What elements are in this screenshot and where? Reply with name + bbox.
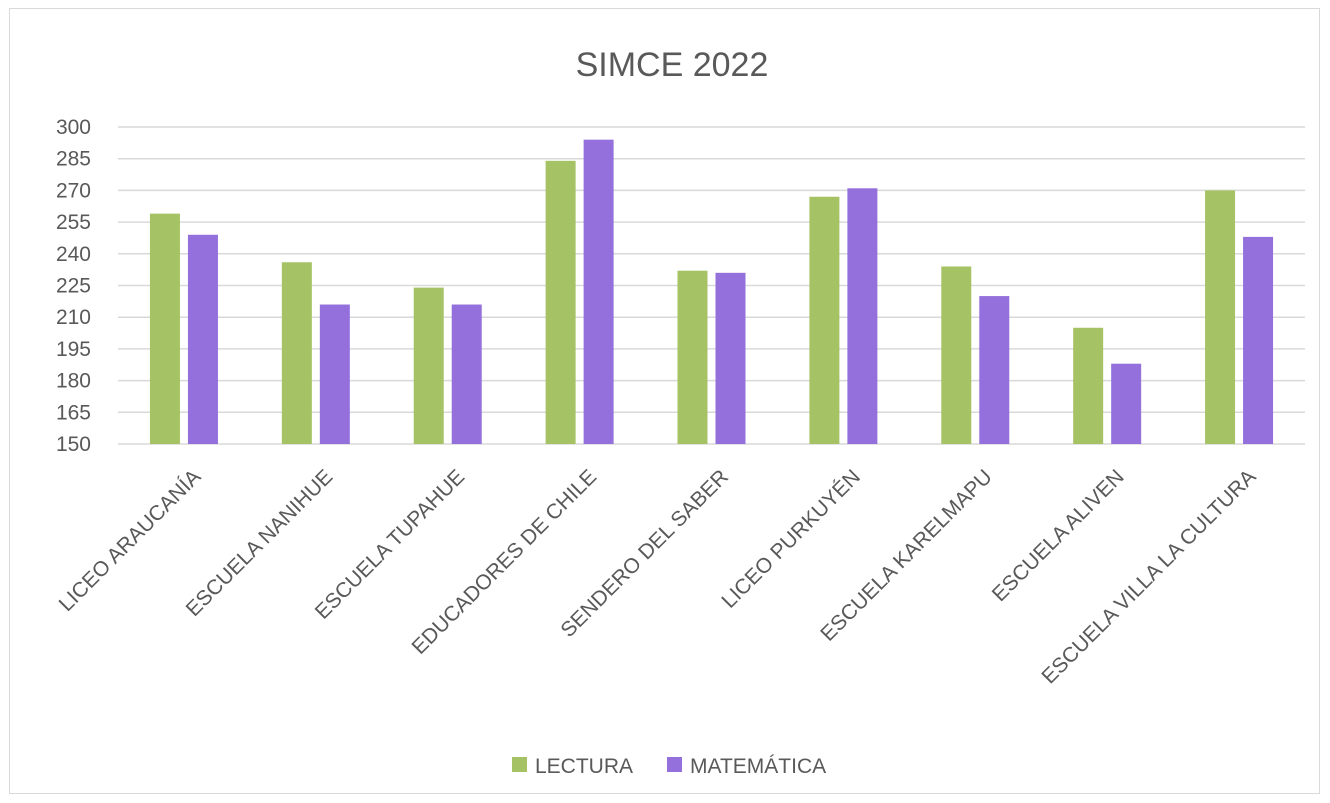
legend-swatch-1: [667, 757, 682, 772]
bar-matemtica-8: [1243, 236, 1274, 444]
x-category-label: ESCUELA TUPAHUE: [311, 465, 469, 623]
y-tick-label: 195: [56, 338, 91, 361]
y-tick-label: 165: [56, 401, 91, 424]
bar-lectura-1: [281, 262, 312, 444]
bar-matemtica-4: [715, 272, 746, 444]
bar-lectura-6: [941, 266, 972, 444]
bar-lectura-8: [1205, 190, 1236, 444]
gridlines: [118, 126, 1305, 445]
y-tick-label: 150: [56, 433, 91, 456]
legend: LECTURA MATEMÁTICA: [512, 755, 826, 778]
y-tick-label: 180: [56, 370, 91, 393]
y-axis-tick-labels: 150 165 180 195 210 225 240 255 270 285 300: [56, 116, 91, 456]
y-tick-label: 255: [56, 211, 91, 234]
legend-label-1: MATEMÁTICA: [690, 755, 826, 778]
bar-matemtica-1: [319, 304, 350, 444]
x-category-label: ESCUELA NANIHUE: [182, 465, 338, 621]
bar-matemtica-3: [583, 139, 614, 444]
y-tick-label: 225: [56, 275, 91, 298]
y-tick-label: 240: [56, 243, 91, 266]
bar-lectura-5: [809, 196, 840, 444]
bar-matemtica-0: [187, 234, 218, 444]
bar-lectura-2: [413, 287, 444, 444]
legend-swatch-0: [512, 757, 527, 772]
x-category-label: LICEO PURKUYÉN: [717, 465, 864, 612]
bar-matemtica-6: [979, 296, 1010, 444]
legend-label-0: LECTURA: [535, 755, 633, 778]
bar-lectura-7: [1073, 327, 1104, 444]
x-category-label: ESCUELA VILLA LA CULTURA: [1037, 465, 1260, 688]
y-tick-label: 210: [56, 306, 91, 329]
y-tick-label: 270: [56, 179, 91, 202]
x-category-label: LICEO ARAUCANÍA: [55, 465, 206, 616]
bar-matemtica-5: [847, 188, 878, 444]
y-tick-label: 300: [56, 116, 91, 139]
bars: [149, 139, 1274, 444]
bar-lectura-4: [677, 270, 708, 444]
y-tick-label: 285: [56, 148, 91, 171]
bar-matemtica-2: [451, 304, 482, 444]
chart-title: SIMCE 2022: [576, 46, 769, 84]
x-category-label: ESCUELA ALIVEN: [988, 465, 1129, 606]
bar-lectura-3: [545, 160, 576, 444]
bar-matemtica-7: [1111, 363, 1142, 444]
bar-lectura-0: [149, 213, 180, 444]
